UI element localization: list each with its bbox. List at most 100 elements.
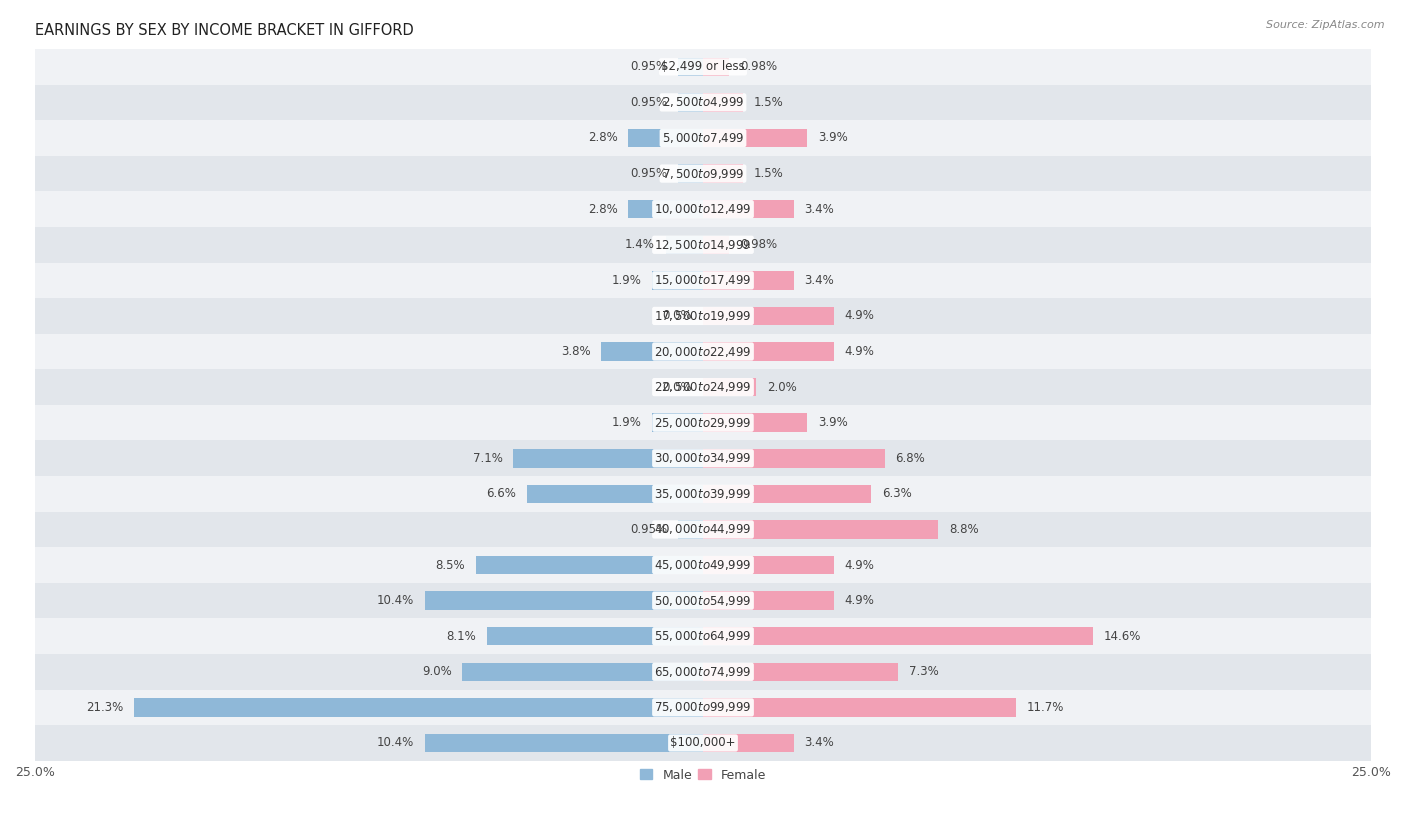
Text: 1.5%: 1.5% [754, 167, 783, 180]
Bar [35, 263, 1371, 298]
Text: 10.4%: 10.4% [377, 594, 415, 607]
Text: 4.9%: 4.9% [845, 345, 875, 358]
Text: 0.95%: 0.95% [630, 523, 666, 536]
Bar [602, 342, 703, 361]
Bar [703, 164, 744, 183]
Text: $10,000 to $12,499: $10,000 to $12,499 [654, 202, 752, 217]
Bar [463, 663, 703, 681]
Bar [652, 414, 703, 432]
Text: 4.9%: 4.9% [845, 558, 875, 571]
Bar [35, 547, 1371, 583]
Text: 1.4%: 1.4% [626, 239, 655, 252]
Text: 10.4%: 10.4% [377, 737, 415, 750]
Text: 4.9%: 4.9% [845, 594, 875, 607]
Bar [513, 449, 703, 467]
Bar [703, 449, 884, 467]
Bar [35, 476, 1371, 512]
Text: $5,000 to $7,499: $5,000 to $7,499 [662, 131, 744, 145]
Bar [678, 58, 703, 76]
Bar [703, 698, 1015, 716]
Bar [678, 164, 703, 183]
Bar [703, 627, 1092, 646]
Text: 8.5%: 8.5% [436, 558, 465, 571]
Bar [486, 627, 703, 646]
Text: 6.3%: 6.3% [882, 488, 911, 501]
Bar [678, 93, 703, 112]
Text: 1.9%: 1.9% [612, 416, 641, 429]
Text: 3.4%: 3.4% [804, 274, 834, 287]
Bar [703, 556, 834, 575]
Bar [703, 235, 730, 254]
Text: $30,000 to $34,999: $30,000 to $34,999 [654, 451, 752, 466]
Text: $35,000 to $39,999: $35,000 to $39,999 [654, 487, 752, 501]
Text: 1.5%: 1.5% [754, 96, 783, 109]
Bar [35, 370, 1371, 405]
Bar [134, 698, 703, 716]
Bar [703, 663, 898, 681]
Text: $22,500 to $24,999: $22,500 to $24,999 [654, 380, 752, 394]
Text: 6.8%: 6.8% [896, 452, 925, 465]
Text: 3.4%: 3.4% [804, 203, 834, 216]
Bar [527, 484, 703, 503]
Bar [35, 49, 1371, 85]
Bar [703, 484, 872, 503]
Bar [703, 58, 730, 76]
Text: $12,500 to $14,999: $12,500 to $14,999 [654, 238, 752, 252]
Bar [703, 733, 794, 752]
Bar [703, 200, 794, 218]
Text: 0.95%: 0.95% [630, 60, 666, 73]
Bar [35, 619, 1371, 654]
Text: EARNINGS BY SEX BY INCOME BRACKET IN GIFFORD: EARNINGS BY SEX BY INCOME BRACKET IN GIF… [35, 23, 413, 38]
Bar [35, 440, 1371, 476]
Text: $15,000 to $17,499: $15,000 to $17,499 [654, 274, 752, 287]
Text: 0.0%: 0.0% [662, 309, 692, 322]
Legend: Male, Female: Male, Female [636, 764, 770, 786]
Text: Source: ZipAtlas.com: Source: ZipAtlas.com [1267, 20, 1385, 30]
Text: 21.3%: 21.3% [86, 701, 124, 714]
Text: 8.8%: 8.8% [949, 523, 979, 536]
Text: $100,000+: $100,000+ [671, 737, 735, 750]
Text: 9.0%: 9.0% [422, 665, 451, 678]
Bar [628, 129, 703, 147]
Text: 0.95%: 0.95% [630, 167, 666, 180]
Text: $7,500 to $9,999: $7,500 to $9,999 [662, 167, 744, 181]
Text: 6.6%: 6.6% [486, 488, 516, 501]
Bar [628, 200, 703, 218]
Text: 7.1%: 7.1% [472, 452, 502, 465]
Text: $40,000 to $44,999: $40,000 to $44,999 [654, 523, 752, 536]
Bar [425, 733, 703, 752]
Bar [425, 592, 703, 610]
Bar [665, 235, 703, 254]
Text: 3.8%: 3.8% [561, 345, 591, 358]
Bar [35, 512, 1371, 547]
Text: $25,000 to $29,999: $25,000 to $29,999 [654, 416, 752, 430]
Bar [35, 725, 1371, 761]
Bar [35, 191, 1371, 227]
Bar [703, 520, 938, 539]
Bar [703, 342, 834, 361]
Bar [35, 120, 1371, 155]
Text: 3.4%: 3.4% [804, 737, 834, 750]
Bar [652, 271, 703, 290]
Text: 11.7%: 11.7% [1026, 701, 1064, 714]
Bar [678, 520, 703, 539]
Text: 2.0%: 2.0% [768, 381, 797, 394]
Text: $75,000 to $99,999: $75,000 to $99,999 [654, 700, 752, 715]
Text: $2,499 or less: $2,499 or less [661, 60, 745, 73]
Bar [703, 93, 744, 112]
Bar [35, 689, 1371, 725]
Text: $45,000 to $49,999: $45,000 to $49,999 [654, 558, 752, 572]
Text: $55,000 to $64,999: $55,000 to $64,999 [654, 629, 752, 643]
Text: 14.6%: 14.6% [1104, 630, 1142, 643]
Bar [475, 556, 703, 575]
Text: 8.1%: 8.1% [446, 630, 475, 643]
Text: 0.0%: 0.0% [662, 381, 692, 394]
Bar [35, 405, 1371, 440]
Text: $20,000 to $22,499: $20,000 to $22,499 [654, 344, 752, 358]
Text: 2.8%: 2.8% [588, 132, 617, 145]
Text: 2.8%: 2.8% [588, 203, 617, 216]
Text: 3.9%: 3.9% [818, 132, 848, 145]
Text: 3.9%: 3.9% [818, 416, 848, 429]
Bar [703, 271, 794, 290]
Bar [703, 378, 756, 396]
